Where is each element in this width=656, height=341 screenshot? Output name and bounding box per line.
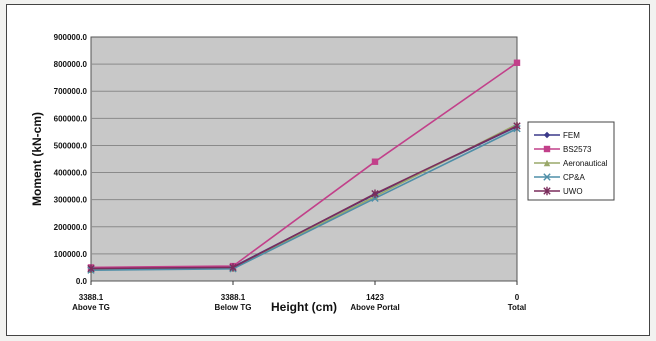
plot-area [90, 36, 518, 282]
data-point [371, 158, 379, 165]
x-tick-sublabel: Below TG [215, 303, 252, 312]
gridlines [91, 63, 517, 255]
y-tick-label: 300000.0 [54, 196, 88, 205]
data-point [229, 263, 237, 272]
x-tick-label: 3388.1 [79, 293, 104, 302]
legend-entry: CP&A [563, 173, 585, 182]
data-point [513, 121, 521, 131]
x-axis-title: Height (cm) [271, 300, 337, 314]
legend: FEM BS2573 Aeronautical CP&A UWO [527, 121, 615, 201]
y-tick-label: 500000.0 [54, 141, 88, 150]
x-tick-label: 0 [515, 293, 520, 302]
y-tick-labels: 0.0 100000.0 200000.0 300000.0 400000.0 50000… [54, 33, 88, 286]
y-tick-label: 800000.0 [54, 60, 88, 69]
chart-frame: 0.0 100000.0 200000.0 300000.0 400000.0 50000… [6, 4, 650, 336]
data-point [543, 145, 551, 153]
series-line [90, 127, 518, 271]
y-tick-label: 100000.0 [54, 250, 88, 259]
y-axis-title: Moment (kN-cm) [30, 112, 44, 206]
y-tick-label: 700000.0 [54, 87, 88, 96]
data-point [87, 264, 95, 273]
x-tick-sublabel: Above Portal [350, 303, 399, 312]
legend-entry: UWO [563, 187, 583, 196]
data-point [543, 186, 551, 196]
y-tick-label: 600000.0 [54, 114, 88, 123]
x-tick-sublabel: Total [508, 303, 527, 312]
line-chart: 0.0 100000.0 200000.0 300000.0 400000.0 50000… [30, 33, 615, 314]
y-tick-label: 200000.0 [54, 223, 88, 232]
series-line [90, 62, 518, 269]
legend-entry: FEM [563, 131, 580, 140]
x-tick-label: 3388.1 [221, 293, 246, 302]
data-point [543, 159, 551, 167]
legend-entry: BS2573 [563, 145, 592, 154]
y-tick-label: 900000.0 [54, 33, 88, 42]
x-tick-label: 1423 [366, 293, 384, 302]
data-point [371, 189, 379, 198]
series-line [90, 125, 518, 270]
y-tick-label: 400000.0 [54, 169, 88, 178]
data-point [543, 173, 551, 181]
series-lines [87, 59, 521, 274]
y-tick-label: 0.0 [76, 277, 88, 286]
data-point [543, 131, 551, 139]
data-point [513, 59, 521, 66]
x-tick-sublabel: Above TG [72, 303, 110, 312]
legend-entry: Aeronautical [563, 159, 608, 168]
